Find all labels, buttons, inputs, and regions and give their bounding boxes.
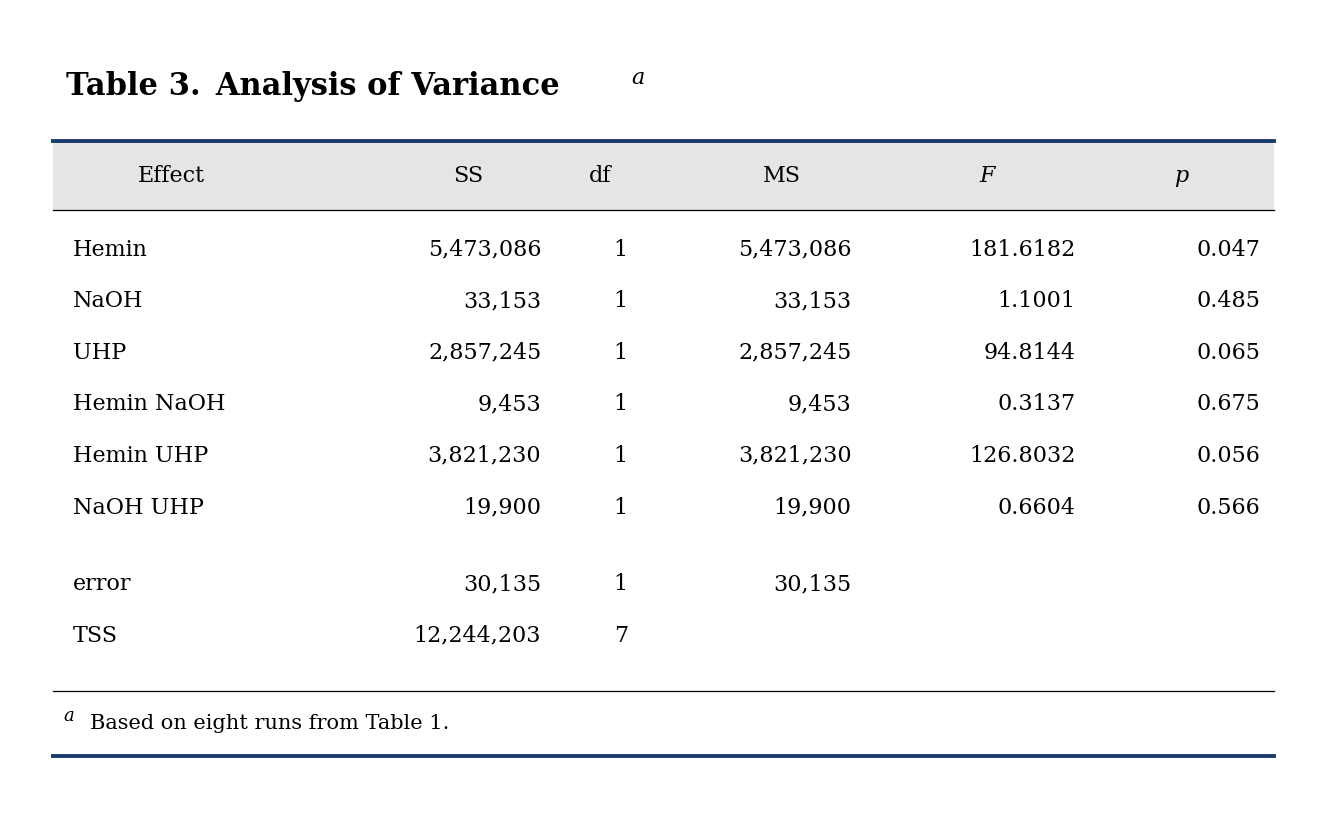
Text: 0.3137: 0.3137 — [998, 394, 1076, 415]
Text: 0.566: 0.566 — [1197, 497, 1261, 518]
Text: 0.047: 0.047 — [1197, 239, 1261, 260]
Text: Hemin UHP: Hemin UHP — [73, 445, 207, 467]
Text: NaOH: NaOH — [73, 290, 143, 312]
Text: Table 3. Analysis of Variance: Table 3. Analysis of Variance — [66, 71, 560, 102]
Text: 9,453: 9,453 — [788, 394, 851, 415]
Text: TSS: TSS — [73, 625, 117, 646]
Text: SS: SS — [454, 165, 483, 186]
Text: 2,857,245: 2,857,245 — [428, 342, 541, 364]
Text: 1: 1 — [614, 290, 628, 312]
Text: MS: MS — [763, 165, 800, 186]
Text: df: df — [589, 165, 612, 186]
Text: 94.8144: 94.8144 — [983, 342, 1076, 364]
Text: p: p — [1175, 165, 1188, 186]
Text: 3,821,230: 3,821,230 — [428, 445, 541, 467]
Text: NaOH UHP: NaOH UHP — [73, 497, 203, 518]
Text: 0.065: 0.065 — [1197, 342, 1261, 364]
Text: 0.056: 0.056 — [1197, 445, 1261, 467]
Text: 181.6182: 181.6182 — [970, 239, 1076, 260]
Bar — [53, 141, 1274, 210]
Text: 0.6604: 0.6604 — [998, 497, 1076, 518]
Text: 9,453: 9,453 — [478, 394, 541, 415]
Text: a: a — [63, 707, 74, 726]
Text: 0.675: 0.675 — [1197, 394, 1261, 415]
Text: 126.8032: 126.8032 — [969, 445, 1076, 467]
Text: Effect: Effect — [139, 165, 205, 186]
Text: Hemin: Hemin — [73, 239, 148, 260]
Text: 7: 7 — [614, 625, 628, 646]
Text: error: error — [73, 573, 131, 595]
Text: UHP: UHP — [73, 342, 125, 364]
Text: Based on eight runs from Table 1.: Based on eight runs from Table 1. — [90, 714, 449, 732]
Text: 30,135: 30,135 — [774, 573, 851, 595]
Text: 33,153: 33,153 — [463, 290, 541, 312]
Text: 19,900: 19,900 — [774, 497, 851, 518]
Text: 1: 1 — [614, 573, 628, 595]
Text: Hemin NaOH: Hemin NaOH — [73, 394, 226, 415]
Text: 1: 1 — [614, 342, 628, 364]
Text: 1: 1 — [614, 394, 628, 415]
Text: 12,244,203: 12,244,203 — [413, 625, 541, 646]
Text: a: a — [631, 67, 644, 88]
Text: 3,821,230: 3,821,230 — [738, 445, 851, 467]
Text: 1: 1 — [614, 239, 628, 260]
Text: 0.485: 0.485 — [1197, 290, 1261, 312]
Text: 1: 1 — [614, 497, 628, 518]
Text: 5,473,086: 5,473,086 — [738, 239, 851, 260]
Text: 33,153: 33,153 — [774, 290, 851, 312]
Text: 30,135: 30,135 — [463, 573, 541, 595]
Text: 5,473,086: 5,473,086 — [428, 239, 541, 260]
Text: 19,900: 19,900 — [463, 497, 541, 518]
Text: 2,857,245: 2,857,245 — [738, 342, 851, 364]
Text: F: F — [979, 165, 995, 186]
Text: 1.1001: 1.1001 — [998, 290, 1076, 312]
Text: 1: 1 — [614, 445, 628, 467]
